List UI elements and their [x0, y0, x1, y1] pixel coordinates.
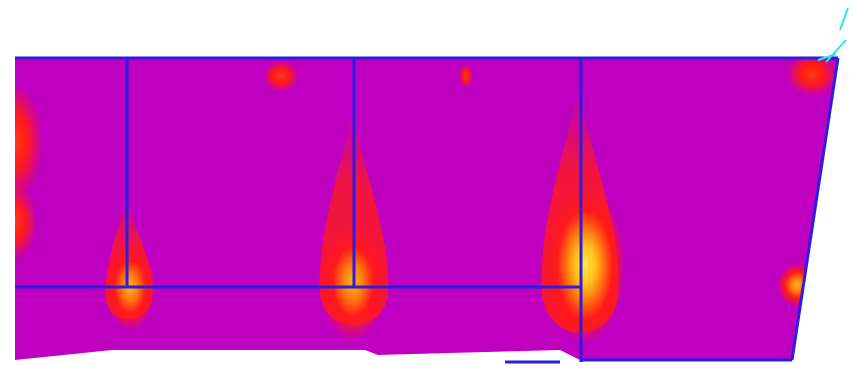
hotspot-top-right-corner	[786, 58, 838, 96]
hotspot-top-spot-2	[459, 64, 473, 88]
corner-accent-mark	[817, 7, 849, 63]
hotspot-left-edge-lower	[15, 184, 37, 260]
hotspot-left-edge-upper	[15, 84, 43, 200]
hotspot-right-edge-lower	[777, 263, 817, 307]
structure-outline	[15, 56, 840, 364]
base-stress-field	[15, 58, 838, 360]
right-slanted-edge-line	[790, 57, 840, 361]
hotspot-column-3-base	[545, 187, 625, 343]
hotspot-top-spot-1	[263, 60, 299, 92]
